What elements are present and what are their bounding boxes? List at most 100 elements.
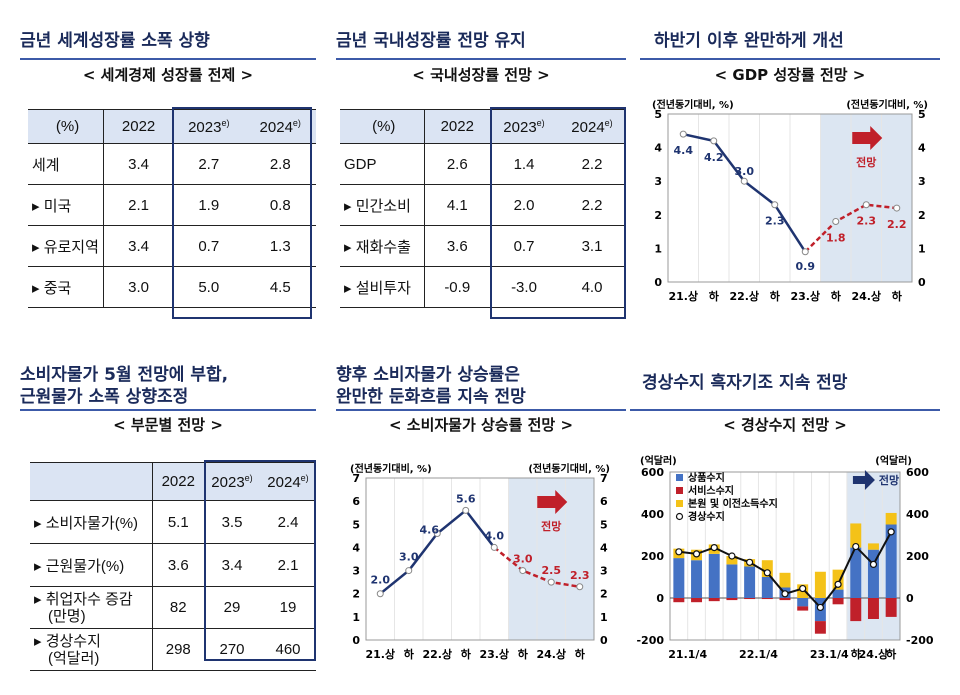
x-tick-label: 22.상: [422, 647, 452, 661]
current-account-point: [763, 569, 771, 577]
cell: 2.1: [260, 543, 316, 587]
legend-swatch: [676, 500, 683, 507]
bar-income: [867, 543, 879, 550]
x-tick-label: 21.1/4: [668, 648, 707, 661]
actual-point: [405, 567, 413, 575]
row-label: 세계: [28, 143, 105, 185]
cell: 3.5: [204, 500, 260, 544]
bar-income: [850, 523, 862, 548]
y-tick-left: 6: [352, 495, 360, 508]
actual-point: [462, 506, 470, 514]
y-tick-left: 4: [352, 541, 360, 554]
cell: 2.1: [103, 184, 174, 226]
x-tick-label: 하: [851, 647, 862, 661]
y-tick-left: 400: [641, 508, 664, 521]
cell: 2.2: [558, 184, 626, 226]
bar-services: [673, 598, 685, 603]
panel-title: 금년 국내성장률 전망 유지: [336, 31, 526, 51]
cell: 2.6: [424, 143, 490, 185]
cell: 1.4: [490, 143, 558, 185]
legend-swatch: [676, 487, 683, 494]
row-label: ▸ 경상수지 (억달러): [30, 628, 153, 671]
year-header-2022: 2022: [424, 109, 490, 144]
cell: 0.8: [244, 184, 316, 226]
y-tick-left: 600: [641, 466, 664, 479]
y-tick-right: 200: [906, 550, 929, 563]
unit-header: (%): [28, 109, 105, 144]
year-header-2023: 2023e): [490, 109, 558, 144]
forecast-highlight-frame: [204, 460, 316, 661]
y-axis-label-left: (억달러): [640, 454, 677, 467]
cell: 0.7: [173, 225, 245, 267]
cell: 460: [260, 628, 316, 671]
plot-frame: [669, 471, 901, 641]
bar-goods: [885, 524, 897, 598]
current-account-point: [781, 590, 789, 598]
row-label: ▸ 민간소비: [340, 184, 425, 226]
panel-gdp-chart: 하반기 이후 완만하게 개선 < GDP 성장률 전망 >: [640, 20, 940, 320]
cell: 1.3: [244, 225, 316, 267]
x-tick-label: 하: [886, 647, 897, 661]
x-tick-label: 하: [709, 289, 720, 303]
cell: 3.0: [103, 266, 174, 308]
x-tick-label: 24.상: [536, 647, 566, 661]
y-tick-left: -200: [636, 634, 664, 647]
forecast-point: [862, 201, 870, 209]
forecast-data-label: 2.3: [570, 569, 590, 582]
x-tick-label: 하: [461, 647, 472, 661]
row-label: GDP: [340, 143, 425, 185]
cell: 3.4: [103, 143, 174, 185]
y-tick-left: 3: [352, 565, 360, 578]
actual-data-label: 3.0: [735, 165, 755, 178]
current-account-point: [746, 558, 754, 566]
table-row: ▸ 근원물가(%) 3.6 3.4 2.1: [30, 543, 316, 587]
y-tick-left: 5: [352, 518, 360, 531]
forecast-point: [576, 583, 584, 591]
panel-subtitle: < 세계경제 성장률 전제 >: [82, 66, 254, 84]
y-tick-left: 0: [656, 592, 664, 605]
current-account-point: [887, 528, 895, 536]
actual-data-label: 4.2: [704, 151, 724, 164]
year-header-2022: 2022: [152, 462, 204, 501]
table-row: ▸ 민간소비 4.1 2.0 2.2: [340, 184, 626, 226]
y-tick-left: 4: [654, 142, 662, 155]
x-tick-label: 21.상: [365, 647, 395, 661]
y-tick-left: 0: [654, 276, 662, 289]
blank-header: [30, 462, 153, 501]
y-tick-right: 0: [600, 634, 608, 647]
forecast-highlight-frame: [172, 107, 312, 319]
cell: 3.4: [103, 225, 174, 267]
table-row: ▸ 소비자물가(%) 5.1 3.5 2.4: [30, 500, 316, 544]
x-tick-label: 23.1/4: [810, 648, 849, 661]
y-tick-left: 5: [654, 108, 662, 121]
title-line-1: 향후 소비자물가 상승률은: [336, 365, 520, 385]
bar-income: [832, 569, 844, 590]
bar-goods: [761, 577, 773, 598]
y-tick-right: -200: [906, 634, 934, 647]
year-header-2023: 2023e): [173, 109, 245, 144]
x-tick-label: 하: [892, 289, 903, 303]
table-row: ▸ 설비투자 -0.9 -3.0 4.0: [340, 266, 626, 308]
row-label: ▸ 취업자수 증감 (만명): [30, 586, 153, 629]
forecast-highlight-frame: [490, 107, 626, 319]
x-tick-label: 24.상: [851, 289, 881, 303]
table-row: GDP 2.6 1.4 2.2: [340, 143, 626, 185]
panel-domestic-growth: 금년 국내성장률 전망 유지 < 국내성장률 전망 > (%) 2022 202…: [336, 20, 626, 320]
cell: 4.1: [424, 184, 490, 226]
y-tick-left: 1: [352, 611, 360, 624]
bar-income: [761, 560, 773, 577]
current-account-point: [869, 560, 878, 569]
cell: 5.1: [152, 500, 204, 544]
y-tick-left: 200: [641, 550, 664, 563]
cell: 2.7: [173, 143, 245, 185]
bar-services: [779, 598, 791, 601]
y-tick-right: 0: [906, 592, 914, 605]
forecast-label: 전망: [856, 155, 876, 169]
actual-point: [771, 201, 779, 209]
y-tick-right: 7: [600, 472, 608, 485]
title-line-1: 소비자물가 5월 전망에 부합,: [20, 365, 229, 385]
table-header-row: (%) 2022 2023e) 2024e): [340, 109, 626, 144]
panel-subtitle: < GDP 성장률 전망 >: [714, 66, 866, 84]
actual-data-label: 5.6: [456, 492, 476, 505]
legend-swatch: [676, 474, 683, 481]
